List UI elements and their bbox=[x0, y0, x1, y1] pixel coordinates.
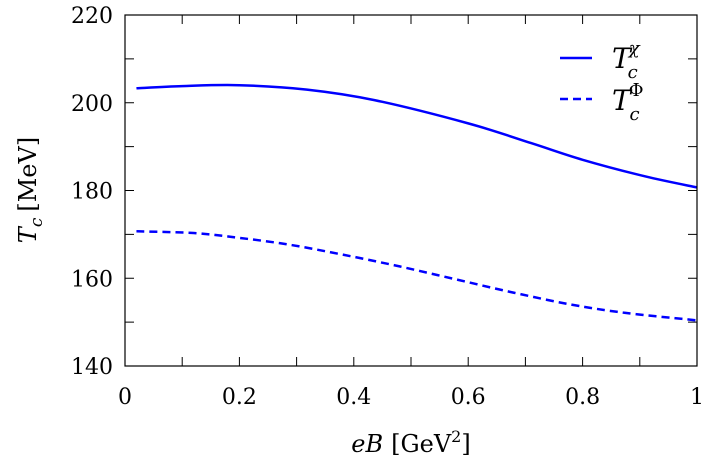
x-axis-label: eB [GeV2] bbox=[351, 427, 470, 458]
series-line-solid bbox=[136, 83, 698, 189]
series bbox=[136, 83, 698, 322]
y-tick-label: 160 bbox=[71, 267, 113, 292]
x-tick-label: 0.2 bbox=[222, 385, 257, 410]
legend-label-phi: TΦ c bbox=[612, 80, 643, 125]
y-axis-label: Tc[MeV] bbox=[14, 137, 47, 243]
y-tick-label: 140 bbox=[71, 355, 113, 380]
x-tick-label: 0 bbox=[118, 385, 132, 410]
x-tick-label: 0.4 bbox=[336, 385, 371, 410]
x-tick-label: 0.8 bbox=[565, 385, 600, 410]
plot-frame bbox=[124, 14, 698, 367]
series-line-dashed bbox=[136, 230, 698, 322]
x-tick-label: 0.6 bbox=[451, 385, 486, 410]
legend: Tχ c TΦ c bbox=[560, 38, 643, 125]
legend-label-chi: Tχ c bbox=[612, 38, 641, 83]
tick-labels: 0 0.2 0.4 0.6 0.8 1 140 160 180 200 220 bbox=[71, 4, 704, 410]
y-tick-label: 180 bbox=[71, 180, 113, 205]
y-tick-label: 200 bbox=[71, 92, 113, 117]
y-tick-label: 220 bbox=[71, 4, 113, 29]
x-tick-label: 1 bbox=[690, 385, 704, 410]
